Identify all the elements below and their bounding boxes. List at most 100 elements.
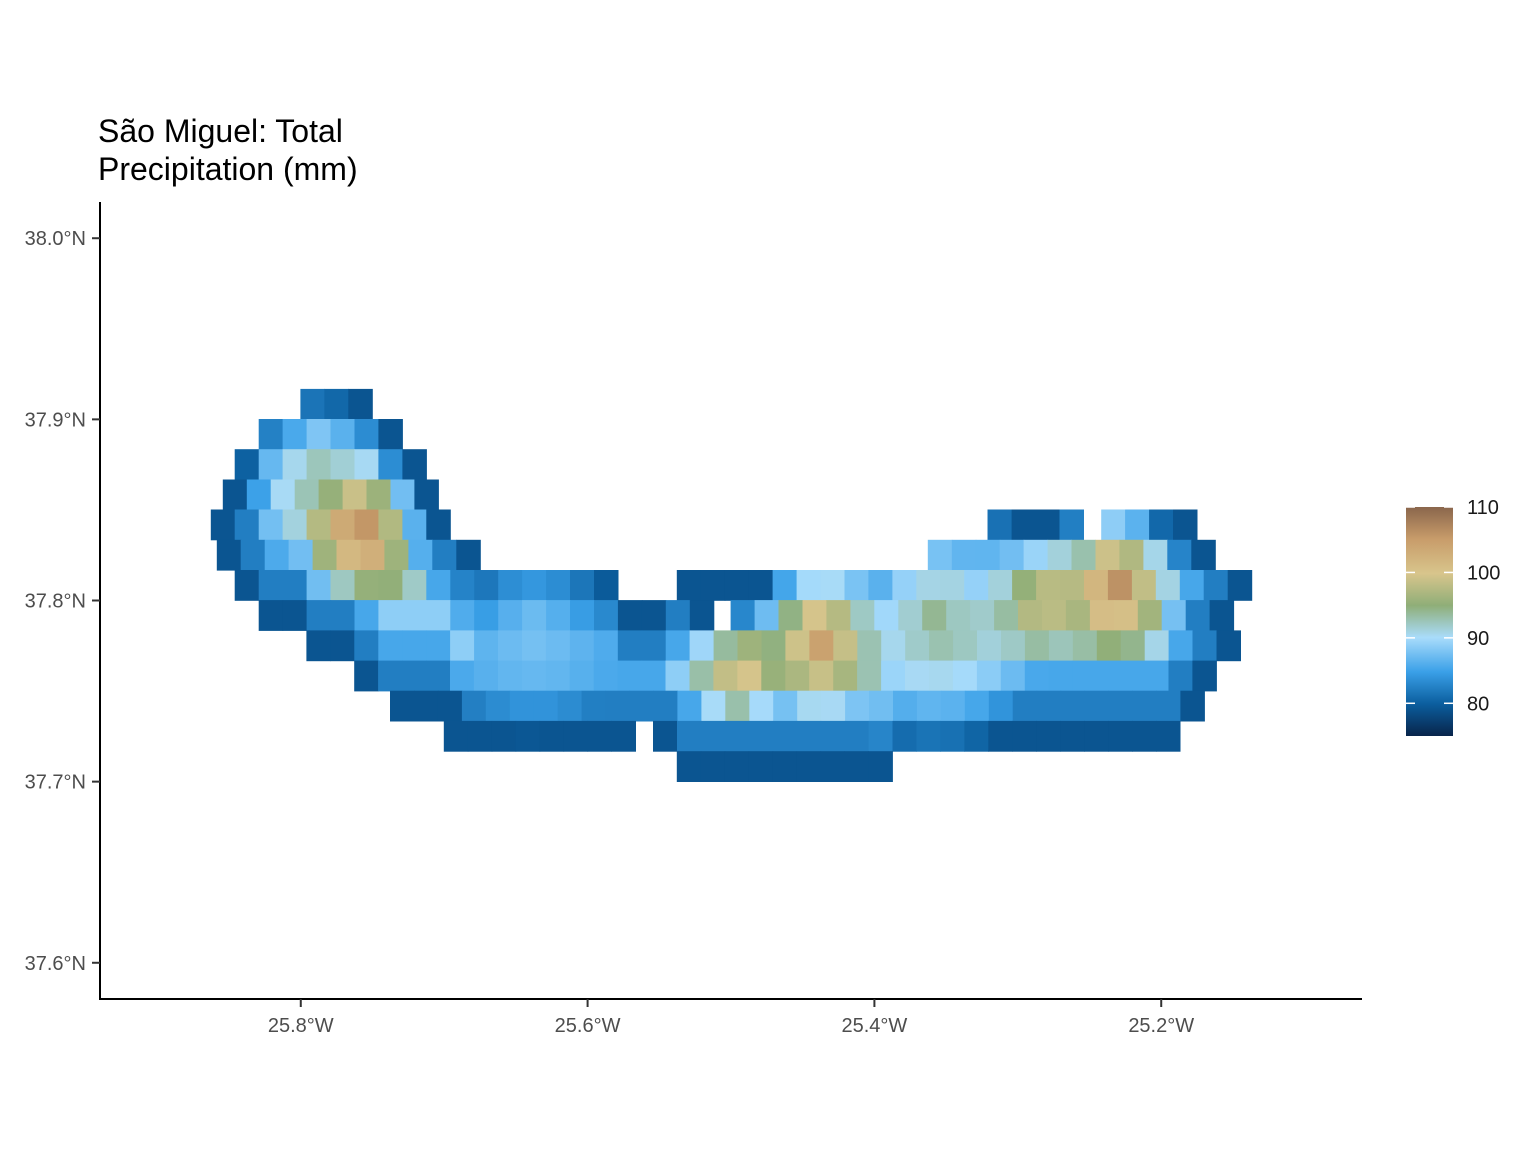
raster-cell [402,509,427,541]
raster-cell [1179,570,1205,601]
raster-cell [1060,690,1086,722]
x-tick-label: 25.4°W [842,1015,908,1037]
raster-cell [366,479,391,511]
raster-cell [546,570,571,601]
raster-cell [282,600,308,631]
raster-cell [594,600,619,631]
raster-cell [927,539,953,571]
raster-cell [1203,570,1229,601]
raster-cell [1035,509,1060,541]
raster-cell [474,570,499,601]
raster-cell [522,570,547,601]
raster-cell [210,509,236,541]
raster-cell [1143,539,1168,571]
raster-cell [641,660,667,692]
raster-cell [354,570,379,601]
colorbar-label: 110 [1467,497,1499,519]
y-axis-ticks: 38.0°N 37.9°N 37.8°N 37.7°N 37.6°N [25,228,100,975]
raster-cell [749,690,774,722]
raster-cell [700,570,726,601]
raster-cell [1065,600,1091,631]
raster-cell [845,690,870,722]
y-tick-label: 37.9°N [25,409,86,431]
raster-cell [581,690,607,722]
raster-cell [773,690,798,722]
raster-cell [689,630,715,662]
raster-cell [700,751,726,782]
raster-cell [1144,660,1169,692]
raster-cell [1036,690,1062,722]
raster-cell [820,720,846,752]
raster-cell [611,720,636,752]
raster-cell [324,388,349,420]
raster-cell [473,660,499,692]
raster-cell [724,720,750,752]
raster-cell [1096,660,1122,692]
raster-cell [378,419,403,450]
raster-cell [497,660,523,692]
raster-cell [258,449,284,480]
raster-cell [593,660,619,692]
raster-cell [378,509,403,541]
raster-cell [533,690,559,722]
raster-cell [348,388,373,420]
raster-cell [234,509,260,541]
raster-cell [833,630,858,662]
raster-cell [833,660,858,692]
raster-cell [270,479,296,511]
raster-cell [940,690,966,722]
raster-cell [605,690,631,722]
raster-cell [546,600,571,631]
raster-cell [665,600,691,631]
raster-cell [940,720,965,752]
raster-cell [509,690,535,722]
raster-cell [354,660,379,692]
raster-cell [713,660,738,692]
raster-cell [748,720,774,752]
raster-cell [617,600,643,631]
raster-cell [342,479,368,511]
raster-cell [450,660,475,692]
raster-cell [306,600,332,631]
raster-cell [677,720,702,752]
raster-cell [570,570,595,601]
raster-cell [857,660,882,692]
raster-cell [402,600,427,631]
raster-cell [569,660,595,692]
raster-cell [306,630,331,662]
raster-cell [318,479,344,511]
raster-cell [905,660,930,692]
raster-cell [426,509,451,541]
raster-cell [1096,630,1122,662]
raster-cell [1137,600,1163,631]
raster-cell [964,570,989,601]
raster-cell [802,600,827,631]
raster-cell [1156,690,1181,722]
raster-cell [1131,570,1157,601]
raster-cell [617,630,643,662]
raster-cell [653,690,678,722]
raster-cell [994,600,1019,631]
raster-cell [539,720,565,752]
raster-cell [809,660,834,692]
raster-cell [1107,570,1133,601]
raster-cell [881,630,906,662]
raster-cell [772,720,798,752]
raster-cell [330,570,355,601]
raster-cell [1209,600,1235,631]
raster-cell [988,570,1013,601]
raster-cell [1173,509,1198,541]
raster-cell [1084,690,1110,722]
raster-cell [701,690,726,722]
raster-cell [796,720,822,752]
raster-cell [1149,509,1174,541]
raster-cell [414,479,439,511]
raster-cell [737,630,762,662]
raster-cell [713,630,739,662]
raster-cell [629,690,654,722]
raster-cell [1012,570,1037,601]
y-tick-label: 38.0°N [25,228,86,250]
raster-cell [1132,720,1157,752]
raster-cell [1048,660,1074,692]
raster-cell [330,630,355,662]
